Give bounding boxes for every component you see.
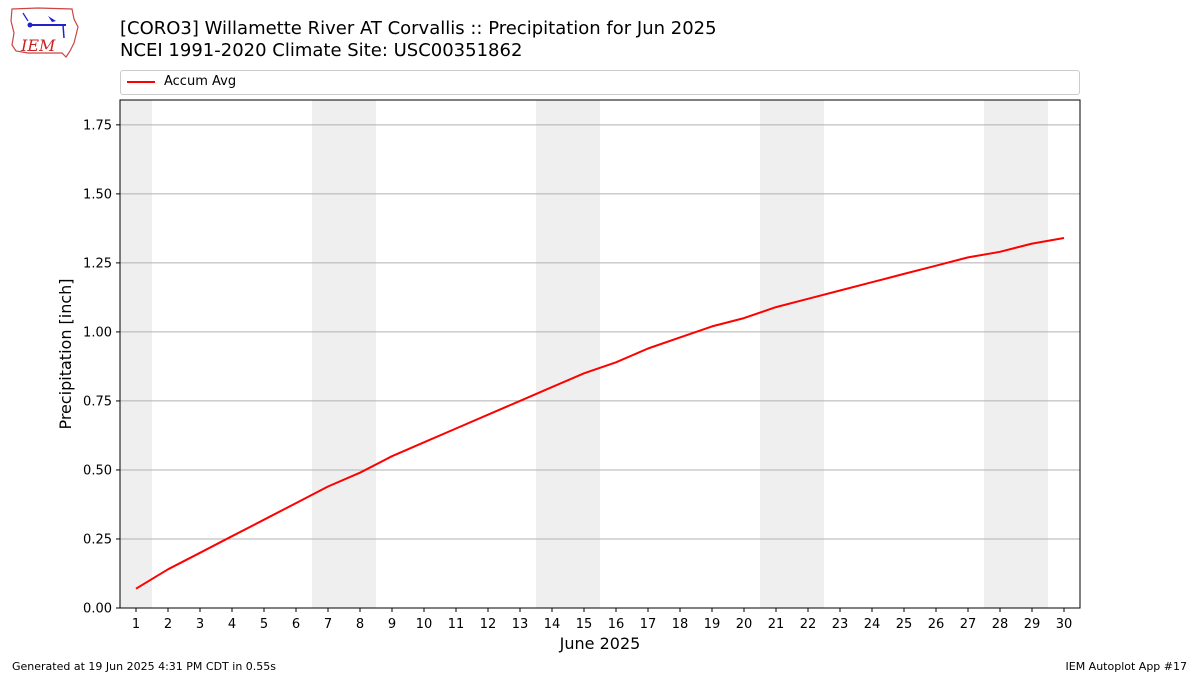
x-tick-label-18: 19 [704,617,721,632]
x-tick-label-0: 1 [132,617,140,632]
x-tick-label-16: 17 [640,617,657,632]
x-tick-label-25: 26 [928,617,945,632]
x-tick-label-6: 7 [324,617,332,632]
series-line-accum-avg [135,237,1065,590]
x-tick-label-4: 5 [260,617,268,632]
x-tick-label-5: 6 [292,617,300,632]
iem-logo: IEM [10,7,79,58]
x-tick-label-15: 16 [608,617,625,632]
y-tick-label-4: 1.00 [83,325,112,340]
y-axis-label: Precipitation [inch] [56,278,75,429]
legend: Accum Avg [120,70,1080,95]
x-tick-label-2: 3 [196,617,204,632]
x-tick-label-28: 29 [1024,617,1041,632]
y-tick-label-6: 1.50 [83,187,112,202]
x-tick-label-24: 25 [896,617,913,632]
y-tick-label-0: 0.00 [83,602,112,617]
y-tick-label-5: 1.25 [83,256,112,271]
weekend-band-4 [984,100,1048,608]
y-tick-label-1: 0.25 [83,532,112,547]
chart-subtitle: NCEI 1991-2020 Climate Site: USC00351862 [120,40,523,61]
logo-text: IEM [20,36,56,55]
x-tick-label-27: 28 [992,617,1009,632]
weekend-band-3 [760,100,824,608]
x-tick-label-23: 24 [864,617,881,632]
x-tick-label-20: 21 [768,617,785,632]
x-tick-label-12: 13 [512,617,529,632]
weekend-band-1 [312,100,376,608]
x-tick-label-1: 2 [164,617,172,632]
state-outline-icon [10,7,79,58]
x-tick-label-17: 18 [672,617,689,632]
x-tick-label-3: 4 [228,617,236,632]
weekend-band-2 [536,100,600,608]
weekend-band-0 [120,100,152,608]
x-axis-label: June 2025 [559,634,641,653]
app-label: IEM Autoplot App #17 [1065,660,1188,673]
x-tick-label-10: 11 [448,617,465,632]
legend-label-accum-avg: Accum Avg [164,74,237,89]
y-tick-label-3: 0.75 [83,394,112,409]
y-tick-label-2: 0.50 [83,463,112,478]
x-tick-label-8: 9 [388,617,396,632]
x-tick-label-21: 22 [800,617,817,632]
x-tick-label-13: 14 [544,617,561,632]
x-tick-label-26: 27 [960,617,977,632]
x-tick-label-22: 23 [832,617,849,632]
plot-frame [119,99,1081,609]
legend-swatch-accum-avg [127,81,155,83]
chart-title: [CORO3] Willamette River AT Corvallis ::… [120,18,717,39]
x-tick-label-19: 20 [736,617,753,632]
x-tick-label-9: 10 [416,617,433,632]
x-tick-label-14: 15 [576,617,593,632]
y-tick-label-7: 1.75 [83,118,112,133]
generated-timestamp: Generated at 19 Jun 2025 4:31 PM CDT in … [12,660,277,673]
x-tick-label-11: 12 [480,617,497,632]
x-tick-label-7: 8 [356,617,364,632]
x-tick-label-29: 30 [1056,617,1073,632]
